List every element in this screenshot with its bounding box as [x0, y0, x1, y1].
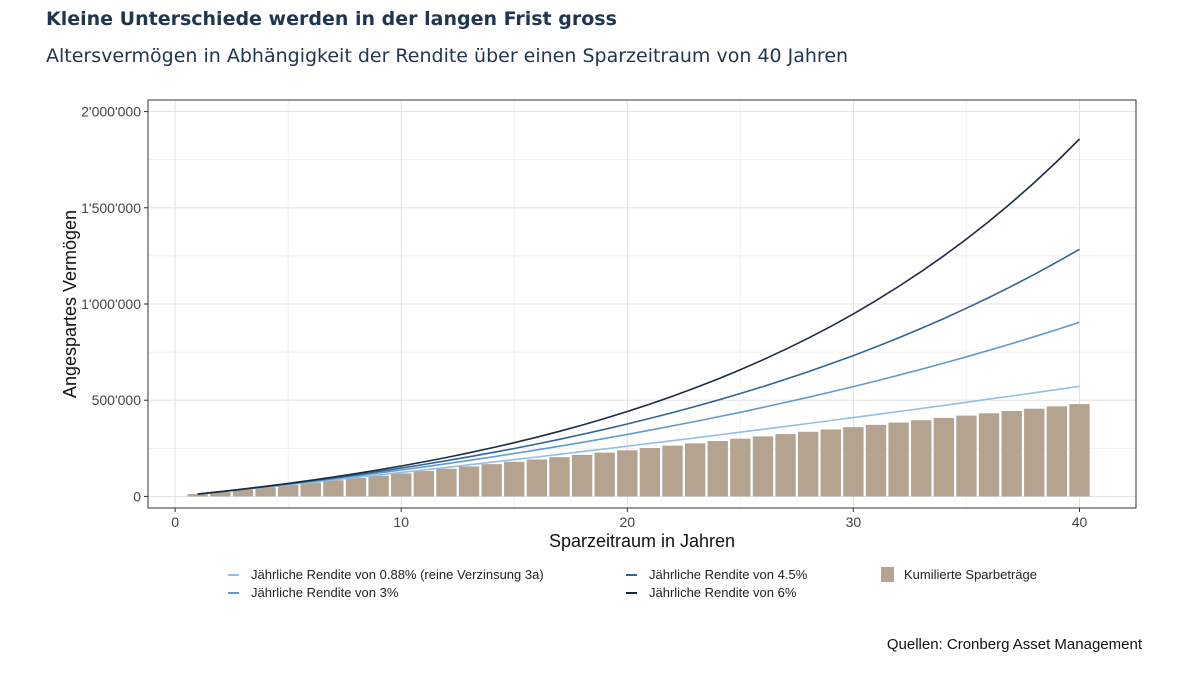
bar-year-7 — [323, 480, 344, 497]
y-tick-label: 500'000 — [92, 392, 142, 408]
legend-item-3: Jährliche Rendite von 3% — [228, 585, 398, 600]
bar-year-28 — [798, 431, 819, 497]
bar-year-19 — [594, 452, 615, 497]
bar-year-39 — [1046, 406, 1068, 497]
legend-label: Jährliche Rendite von 3% — [251, 585, 399, 600]
bar-year-37 — [1001, 411, 1022, 497]
legend-label: Jährliche Rendite von 0.88% (reine Verzi… — [251, 567, 544, 582]
x-tick-label: 10 — [393, 514, 409, 530]
x-tick-label: 20 — [620, 514, 636, 530]
bar-year-21 — [639, 447, 661, 497]
legend-key-line — [228, 591, 239, 594]
bar-year-4 — [255, 487, 276, 497]
bar-year-5 — [278, 484, 299, 497]
y-tick-label: 0 — [133, 488, 141, 504]
source-note: Quellen: Cronberg Asset Management — [886, 636, 1142, 653]
series-line-0 — [197, 385, 1080, 495]
bar-year-35 — [956, 415, 977, 497]
y-tick-label: 1'000'000 — [81, 296, 141, 312]
legend-label: Jährliche Rendite von 6% — [649, 585, 797, 600]
series-line-2 — [197, 248, 1080, 495]
x-tick-label: 0 — [171, 514, 179, 530]
bar-year-3 — [232, 489, 254, 497]
bar-year-15 — [504, 461, 525, 497]
bar-year-38 — [1024, 408, 1045, 497]
bar-year-14 — [481, 464, 502, 497]
bar-year-36 — [978, 413, 1000, 497]
chart-subtitle: Altersvermögen in Abhängigkeit der Rendi… — [46, 45, 849, 67]
legend-item-0.88: Jährliche Rendite von 0.88% (reine Verzi… — [228, 567, 544, 582]
y-axis-label: Angespartes Vermögen — [60, 210, 80, 398]
bar-year-10 — [391, 473, 412, 497]
bar-year-33 — [911, 420, 932, 497]
legend-item-bars: Kumilierte Sparbeträge — [881, 567, 1037, 582]
bar-year-18 — [571, 454, 593, 497]
legend-item-6: Jährliche Rendite von 6% — [626, 585, 796, 600]
x-axis-label: Sparzeitraum in Jahren — [549, 531, 735, 551]
bar-year-27 — [775, 434, 796, 497]
y-tick-label: 2'000'000 — [81, 104, 141, 120]
series-line-1 — [197, 321, 1080, 495]
bar-year-11 — [413, 471, 434, 497]
bar-year-25 — [730, 438, 751, 497]
legend-label: Jährliche Rendite von 4.5% — [649, 567, 808, 582]
x-tick-label: 30 — [846, 514, 862, 530]
bar-year-1 — [187, 494, 208, 497]
bar-year-30 — [843, 427, 864, 497]
legend-item-4.5: Jährliche Rendite von 4.5% — [626, 567, 807, 582]
legend-key-line — [228, 573, 239, 576]
bar-year-23 — [684, 443, 706, 497]
bar-year-20 — [617, 450, 638, 497]
bar-year-31 — [865, 424, 887, 497]
bar-year-16 — [526, 459, 548, 497]
bar-year-29 — [820, 429, 841, 497]
bar-year-22 — [662, 445, 683, 497]
bar-year-6 — [300, 482, 321, 497]
legend-key-box — [881, 567, 894, 582]
y-tick-label: 1'500'000 — [81, 200, 141, 216]
bar-year-24 — [707, 441, 728, 497]
bar-year-40 — [1069, 404, 1090, 497]
legend-key-line — [626, 573, 637, 576]
bar-year-26 — [752, 436, 774, 497]
legend-label: Kumilierte Sparbeträge — [904, 567, 1037, 582]
bar-year-12 — [436, 468, 457, 497]
bar-year-34 — [933, 417, 954, 497]
bar-year-9 — [368, 475, 389, 497]
legend-key-line — [626, 591, 637, 594]
bar-year-13 — [458, 466, 480, 497]
bar-year-8 — [345, 477, 367, 497]
x-tick-label: 40 — [1072, 514, 1088, 530]
series-line-3 — [197, 138, 1081, 495]
bar-year-32 — [888, 422, 909, 497]
chart-title: Kleine Unterschiede werden in der langen… — [46, 8, 617, 30]
bar-year-17 — [549, 457, 570, 497]
bar-year-2 — [210, 491, 231, 497]
